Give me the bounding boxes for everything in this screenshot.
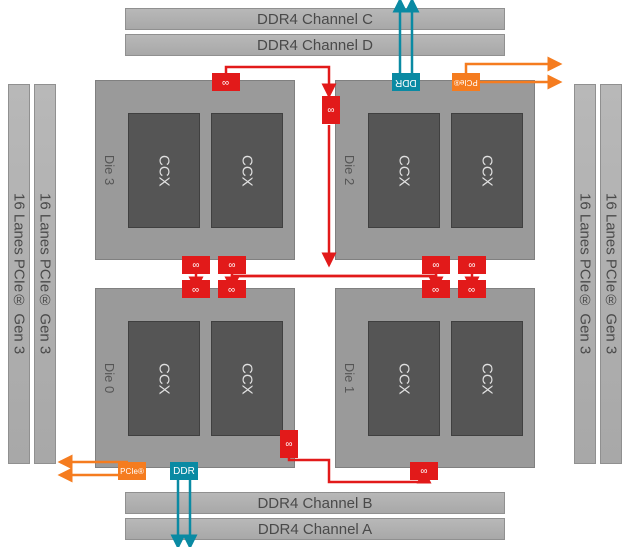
ddr-channel-a-bar: DDR4 Channel A (125, 518, 505, 540)
ddr-tag: DDR (170, 462, 198, 480)
die-3-label: Die 3 (102, 155, 117, 185)
inf-tag: ∞ (458, 280, 486, 298)
ddr-channel-a-label: DDR4 Channel A (258, 521, 372, 538)
die-2: Die 2 CCX CCX (335, 80, 535, 260)
ccx-label: CCX (479, 363, 496, 395)
ccx-label: CCX (156, 155, 173, 187)
ccx-label: CCX (396, 363, 413, 395)
ddr-channel-b-label: DDR4 Channel B (257, 495, 372, 512)
ccx-label: CCX (239, 363, 256, 395)
die-0-label: Die 0 (102, 363, 117, 393)
ddr-channel-d-label: DDR4 Channel D (257, 37, 373, 54)
pcie-label-r1: 16 Lanes PCIe® Gen 3 (577, 193, 594, 354)
ddr-channel-c-bar: DDR4 Channel C (125, 8, 505, 30)
inf-tag: ∞ (182, 256, 210, 274)
inf-tag: ∞ (218, 256, 246, 274)
die-0-ccx-a: CCX (128, 321, 200, 436)
die-2-ccx-a: CCX (368, 113, 440, 228)
inf-tag: ∞ (212, 73, 240, 91)
ccx-label: CCX (239, 155, 256, 187)
die-1-label: Die 1 (342, 363, 357, 393)
pcie-label-l2: 16 Lanes PCIe® Gen 3 (37, 193, 54, 354)
inf-tag: ∞ (422, 280, 450, 298)
inf-tag: ∞ (182, 280, 210, 298)
die-1: Die 1 CCX CCX (335, 288, 535, 468)
inf-tag: ∞ (322, 96, 340, 124)
die-0-ccx-b: CCX (211, 321, 283, 436)
pcie-bar-left-outer: 16 Lanes PCIe® Gen 3 (8, 84, 30, 464)
ddr-channel-b-bar: DDR4 Channel B (125, 492, 505, 514)
pcie-bar-right-inner: 16 Lanes PCIe® Gen 3 (574, 84, 596, 464)
die-3-ccx-a: CCX (128, 113, 200, 228)
inf-tag: ∞ (218, 280, 246, 298)
pcie-label-r2: 16 Lanes PCIe® Gen 3 (603, 193, 620, 354)
die-0: Die 0 CCX CCX (95, 288, 295, 468)
inf-tag: ∞ (410, 462, 438, 480)
inf-tag: ∞ (422, 256, 450, 274)
ddr-channel-c-label: DDR4 Channel C (257, 11, 373, 28)
pcie-tag: PCIe® (452, 73, 480, 91)
inf-tag: ∞ (458, 256, 486, 274)
inf-tag: ∞ (280, 430, 298, 458)
pcie-bar-left-inner: 16 Lanes PCIe® Gen 3 (34, 84, 56, 464)
die-2-ccx-b: CCX (451, 113, 523, 228)
pcie-label-l1: 16 Lanes PCIe® Gen 3 (11, 193, 28, 354)
pcie-bar-right-outer: 16 Lanes PCIe® Gen 3 (600, 84, 622, 464)
die-1-ccx-b: CCX (451, 321, 523, 436)
ccx-label: CCX (396, 155, 413, 187)
ccx-label: CCX (156, 363, 173, 395)
ccx-label: CCX (479, 155, 496, 187)
die-1-ccx-a: CCX (368, 321, 440, 436)
ddr-channel-d-bar: DDR4 Channel D (125, 34, 505, 56)
ddr-tag: DDR (392, 73, 420, 91)
die-3: Die 3 CCX CCX (95, 80, 295, 260)
pcie-tag: PCIe® (118, 462, 146, 480)
die-3-ccx-b: CCX (211, 113, 283, 228)
die-2-label: Die 2 (342, 155, 357, 185)
